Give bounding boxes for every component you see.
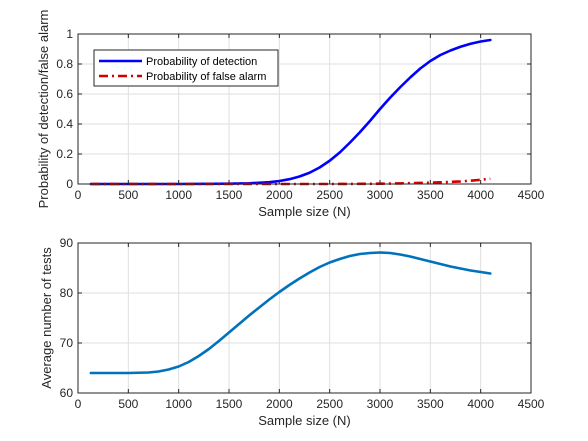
y-tick-label: 70 [60, 336, 74, 350]
x-tick-label: 0 [75, 188, 82, 202]
x-tick-label: 2000 [266, 397, 293, 411]
x-tick-label: 500 [118, 397, 138, 411]
series-group [89, 38, 492, 186]
y-tick-label: 0.6 [56, 87, 73, 101]
x-tick-label: 3000 [367, 188, 394, 202]
x-tick-label: 500 [118, 188, 138, 202]
series-line-1 [90, 177, 491, 186]
series-group [89, 251, 492, 375]
x-tick-label: 4000 [467, 397, 494, 411]
y-tick-label: 0.8 [56, 57, 73, 71]
legend-box [93, 49, 279, 87]
x-tick-label: 4500 [518, 397, 545, 411]
y-axis-label: Average number of tests [39, 247, 54, 389]
x-tick-label: 1500 [216, 188, 243, 202]
axes-box [77, 242, 532, 394]
series-line-0 [89, 38, 492, 186]
x-tick-label: 1000 [165, 188, 192, 202]
x-tick-label: 4500 [518, 188, 545, 202]
legend-label-false-alarm: Probability of false alarm [146, 71, 266, 83]
legend-label-detection: Probability of detection [146, 56, 257, 68]
grid [77, 242, 532, 394]
x-tick-label: 4000 [467, 188, 494, 202]
x-tick-label: 1000 [165, 397, 192, 411]
x-tick-label: 3000 [367, 397, 394, 411]
tick-group: 0 500 1000 1500 2000 2500 3000 3500 4000 4500 0 0.2… [56, 27, 544, 202]
x-axis-label: Sample size (N) [258, 204, 350, 219]
y-tick-label: 80 [60, 286, 74, 300]
average-tests-chart: 0 500 1000 1500 2000 2500 3000 3500 4000 4500 60 70… [39, 236, 545, 428]
tick-group: 0 500 1000 1500 2000 2500 3000 3500 4000 4500 60 70… [60, 236, 545, 411]
series-line-0 [89, 251, 492, 375]
x-tick-label: 3500 [417, 397, 444, 411]
y-tick-label: 1 [66, 27, 73, 41]
y-tick-label: 0 [66, 177, 73, 191]
y-tick-label: 60 [60, 386, 74, 400]
detection-probability-chart: 0 500 1000 1500 2000 2500 3000 3500 4000 4500 0 0.2… [36, 10, 545, 219]
x-tick-label: 1500 [216, 397, 243, 411]
y-axis-label: Probability of detection/false alarm [36, 10, 51, 209]
axes-box [77, 33, 532, 185]
y-tick-label: 90 [60, 236, 74, 250]
x-tick-label: 0 [75, 397, 82, 411]
legend: Probability of detection Probability of … [93, 49, 279, 87]
x-tick-label: 3500 [417, 188, 444, 202]
x-axis-label: Sample size (N) [258, 413, 350, 428]
x-tick-label: 2500 [316, 188, 343, 202]
y-tick-label: 0.4 [56, 117, 73, 131]
y-tick-label: 0.2 [56, 147, 73, 161]
x-tick-label: 2500 [316, 397, 343, 411]
x-tick-label: 2000 [266, 188, 293, 202]
